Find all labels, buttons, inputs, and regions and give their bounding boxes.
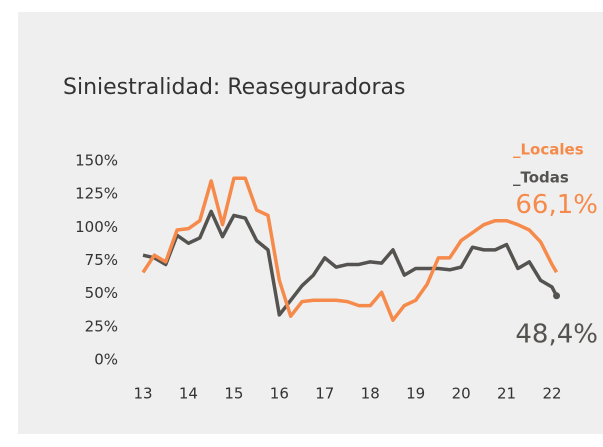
panel bbox=[18, 12, 603, 434]
legend-entry: _Locales bbox=[513, 141, 584, 159]
x-tick-label: 17 bbox=[315, 385, 334, 403]
x-tick-label: 20 bbox=[452, 385, 471, 403]
chart-title: Siniestralidad: Reaseguradoras bbox=[63, 75, 405, 100]
x-tick-label: 15 bbox=[224, 385, 243, 403]
x-tick-label: 16 bbox=[270, 385, 289, 403]
x-tick-label: 13 bbox=[133, 385, 152, 403]
x-tick-label: 14 bbox=[179, 385, 198, 403]
y-tick-label: 100% bbox=[75, 218, 118, 236]
x-tick-label: 18 bbox=[361, 385, 380, 403]
series-line bbox=[141, 176, 559, 322]
y-tick-label: 0% bbox=[94, 351, 118, 369]
y-tick-label: 25% bbox=[85, 317, 118, 335]
y-tick-label: 50% bbox=[85, 284, 118, 302]
y-tick-label: 125% bbox=[75, 185, 118, 203]
legend-entry: _Todas bbox=[513, 169, 569, 187]
end-dot bbox=[553, 292, 561, 300]
x-tick-label: 22 bbox=[542, 385, 561, 403]
x-tick-label: 21 bbox=[497, 385, 516, 403]
value-label: 48,4% bbox=[515, 319, 598, 349]
value-label: 66,1% bbox=[515, 190, 598, 220]
series-line bbox=[142, 209, 559, 317]
x-tick-label: 19 bbox=[406, 385, 425, 403]
y-tick-label: 75% bbox=[85, 251, 118, 269]
y-tick-label: 150% bbox=[75, 152, 118, 170]
